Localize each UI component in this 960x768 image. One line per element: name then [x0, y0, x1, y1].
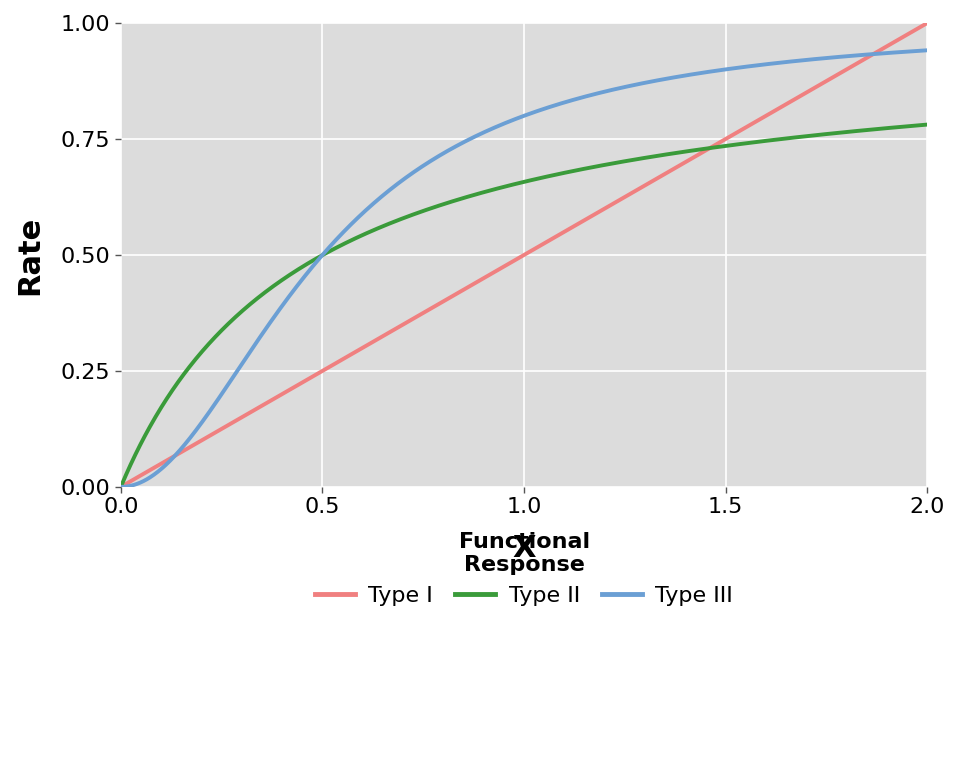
X-axis label: X: X	[513, 534, 536, 563]
Y-axis label: Rate: Rate	[15, 215, 44, 295]
Legend: Type I, Type II, Type III: Type I, Type II, Type III	[306, 523, 742, 615]
